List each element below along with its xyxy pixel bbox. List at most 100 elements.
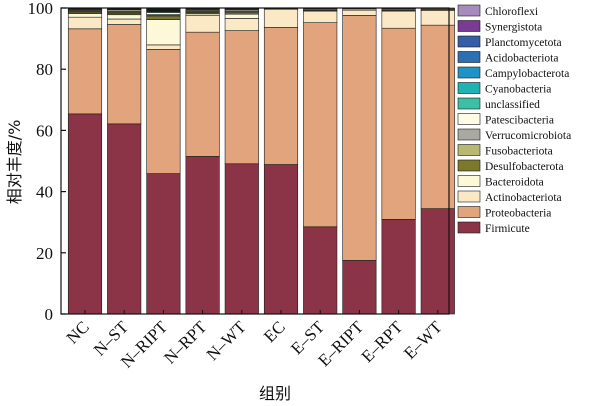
legend-label: Cyanobacteria	[485, 84, 551, 96]
bar-segment	[107, 18, 142, 25]
x-tick-label: N–WT	[203, 317, 250, 364]
bar-segment	[185, 156, 220, 315]
bar-segment	[263, 164, 299, 315]
bar-stack	[67, 7, 103, 315]
legend-item: Bacteroidota	[457, 175, 544, 189]
y-tick-label: 100	[28, 0, 54, 18]
bar-segment	[146, 12, 181, 15]
bar-segment	[146, 16, 181, 21]
bar-segment	[303, 226, 338, 315]
legend-item: Chloroflexi	[457, 4, 538, 18]
bar-stack	[224, 7, 259, 315]
legend-label: Campylobacterota	[485, 68, 569, 80]
x-tick-label: E–RIPT	[314, 317, 367, 370]
legend-swatch	[457, 113, 481, 125]
bar-segment	[303, 22, 338, 228]
legend-label: Bacteroidota	[485, 177, 544, 189]
x-axis-title: 组别	[259, 384, 291, 403]
legend-label: Patescibacteria	[485, 115, 554, 127]
y-axis-title: 相对丰度/%	[5, 120, 24, 205]
x-tick-label: E–WT	[400, 317, 446, 363]
bar-segment	[263, 8, 299, 28]
legend-swatch	[457, 20, 481, 32]
legend-item: Synergistota	[457, 20, 542, 34]
bar-segment	[146, 19, 181, 46]
legend-swatch	[457, 144, 481, 156]
legend-swatch	[457, 97, 481, 110]
legend-swatch	[457, 51, 481, 63]
legend-item: Verrucomicrobiota	[457, 128, 571, 142]
bar-segment	[224, 18, 259, 31]
plot-frame	[60, 7, 450, 315]
bar-segment	[185, 15, 220, 33]
legend-item: Firmicute	[457, 221, 530, 235]
x-tick-label: NC	[63, 317, 93, 347]
bar-stack	[146, 7, 181, 315]
bar-segment	[263, 26, 299, 165]
bar-segment	[67, 13, 103, 18]
y-tick-label: 0	[45, 305, 54, 324]
y-tick-label: 80	[36, 60, 53, 79]
bar-segment	[381, 219, 416, 315]
legend-label: Proteobacteria	[485, 208, 551, 220]
legend-label: unclassified	[485, 99, 540, 111]
legend-label: Firmicute	[485, 223, 530, 235]
bar-stack	[263, 7, 299, 315]
bars-layer	[67, 7, 455, 315]
bar-segment	[146, 49, 181, 174]
legend-swatch	[457, 35, 481, 48]
legend-item: Proteobacteria	[457, 206, 551, 220]
y-tick-label: 60	[36, 121, 53, 140]
x-tick-label: N–RPT	[160, 317, 211, 368]
legend: Chloroflexi Synergistota Planctomycetota Ac…	[457, 4, 571, 235]
bar-segment	[342, 15, 377, 261]
legend-swatch	[457, 82, 481, 94]
y-tick-label: 40	[36, 183, 53, 202]
bar-segment	[303, 10, 338, 23]
bar-segment	[224, 163, 259, 315]
legend-swatch	[457, 221, 481, 234]
x-tick-label: E–RPT	[358, 317, 407, 366]
legend-swatch	[457, 128, 481, 141]
bar-stack	[342, 7, 377, 315]
legend-swatch	[457, 4, 481, 17]
legend-label: Planctomycetota	[485, 37, 562, 49]
legend-item: Campylobacterota	[457, 66, 569, 80]
legend-swatch	[457, 206, 481, 218]
x-tick-label: EC	[260, 317, 289, 346]
bar-segment	[224, 30, 259, 165]
bar-stack	[381, 7, 416, 315]
legend-item: Cyanobacteria	[457, 82, 551, 96]
legend-item: Acidobacteriota	[457, 51, 558, 65]
bar-segment	[107, 123, 142, 315]
bar-segment	[342, 260, 377, 315]
bar-stack	[107, 7, 142, 315]
legend-item: Planctomycetota	[457, 35, 562, 49]
bar-segment	[342, 9, 377, 16]
legend-item: Actinobacteriota	[457, 190, 562, 204]
bar-segment	[67, 28, 103, 115]
legend-item: Desulfobacterota	[457, 159, 564, 173]
legend-swatch	[457, 66, 481, 79]
bar-stack	[185, 7, 220, 315]
legend-label: Verrucomicrobiota	[485, 130, 571, 142]
legend-label: Chloroflexi	[485, 6, 538, 18]
y-tick-label: 20	[36, 244, 53, 263]
legend-label: Synergistota	[485, 22, 542, 34]
legend-label: Fusobacteriota	[485, 146, 553, 158]
bar-segment	[185, 31, 220, 157]
legend-label: Acidobacteriota	[485, 53, 558, 65]
bar-segment	[107, 14, 142, 20]
legend-swatch	[457, 159, 481, 172]
bar-segment	[146, 44, 181, 50]
legend-swatch	[457, 175, 481, 187]
bar-segment	[107, 24, 142, 125]
bar-segment	[67, 113, 103, 315]
legend-label: Desulfobacterota	[485, 161, 564, 173]
bar-segment	[146, 173, 181, 315]
bar-segment	[67, 16, 103, 30]
legend-item: Fusobacteriota	[457, 144, 553, 158]
bar-segment	[224, 13, 259, 19]
bar-segment	[381, 10, 416, 29]
